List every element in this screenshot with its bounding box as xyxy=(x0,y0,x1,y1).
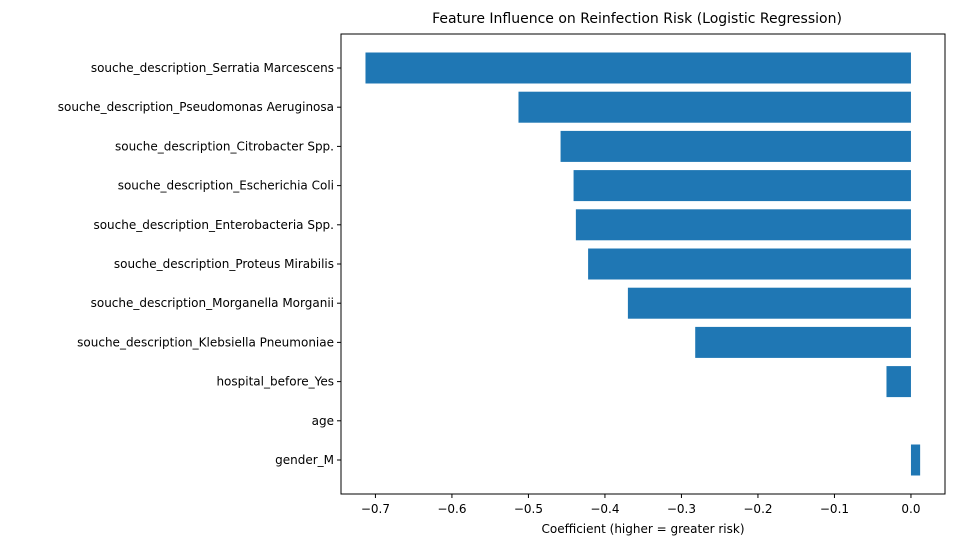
plot-frame xyxy=(340,33,946,495)
y-tick-label: souche_description_Enterobacteria Spp. xyxy=(93,218,334,232)
y-tick-label: souche_description_Escherichia Coli xyxy=(118,179,334,193)
y-tick-label: hospital_before_Yes xyxy=(216,375,334,389)
y-tick-label: souche_description_Serratia Marcescens xyxy=(91,61,334,75)
y-tick-label: souche_description_Proteus Mirabilis xyxy=(114,257,334,271)
x-tick-label: −0.4 xyxy=(590,502,619,516)
x-tick-label: 0.0 xyxy=(901,502,920,516)
bar-6 xyxy=(588,248,911,280)
y-tick-label: souche_description_Morganella Morganii xyxy=(91,296,334,310)
bar-11 xyxy=(910,444,921,476)
y-tick-label: souche_description_Klebsiella Pneumoniae xyxy=(77,335,334,349)
x-tick-label: −0.2 xyxy=(743,502,772,516)
y-tick-label: age xyxy=(312,414,334,428)
x-tick-label: −0.6 xyxy=(437,502,466,516)
bar-1 xyxy=(365,52,911,84)
x-tick-label: −0.7 xyxy=(361,502,390,516)
chart-title: Feature Influence on Reinfection Risk (L… xyxy=(432,11,842,27)
bar-9 xyxy=(886,366,911,398)
y-tick-label: gender_M xyxy=(275,453,334,467)
x-axis-title: Coefficient (higher = greater risk) xyxy=(542,522,745,536)
x-axis: −0.7 −0.6 −0.5 −0.4 −0.3 −0.2 −0.1 0.0 xyxy=(361,494,921,516)
y-tick-label: souche_description_Citrobacter Spp. xyxy=(115,139,334,153)
bar-8 xyxy=(695,326,911,358)
x-tick-label: −0.1 xyxy=(820,502,849,516)
x-tick-label: −0.3 xyxy=(667,502,696,516)
bar-7 xyxy=(627,287,911,319)
x-tick-label: −0.5 xyxy=(514,502,543,516)
bar-5 xyxy=(575,209,911,241)
bar-3 xyxy=(560,130,911,162)
bars-layer xyxy=(365,52,921,476)
bar-2 xyxy=(518,91,911,123)
y-axis: souche_description_Serratia Marcescens so… xyxy=(58,61,341,467)
bar-4 xyxy=(573,170,911,202)
y-tick-label: souche_description_Pseudomonas Aeruginos… xyxy=(58,100,334,114)
